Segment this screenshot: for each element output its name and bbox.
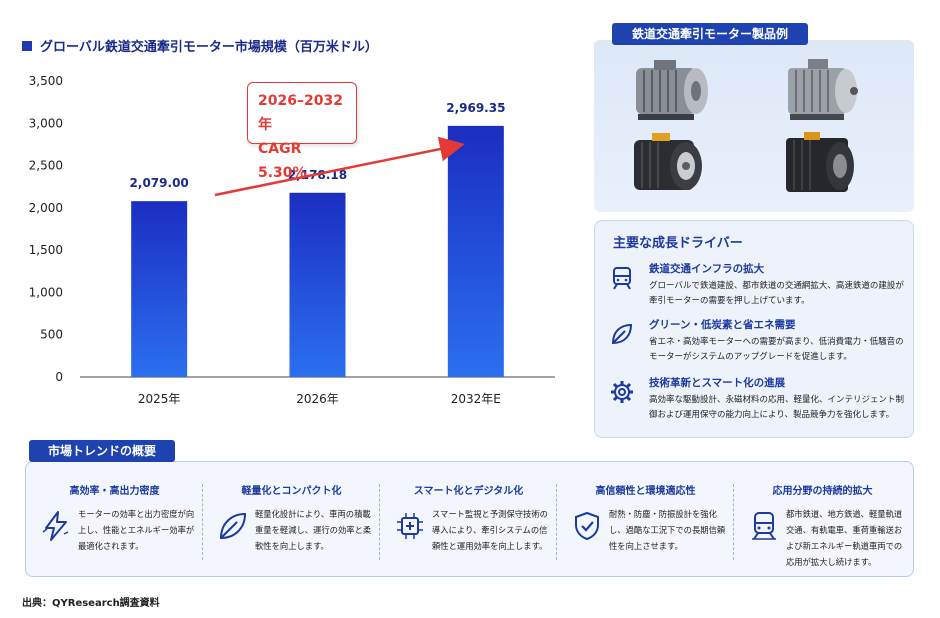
motor-silver-image-2 xyxy=(788,59,858,120)
x-tick-label: 2026年 xyxy=(296,392,339,406)
driver-heading: グリーン・低炭素と省エネ需要 xyxy=(649,319,796,331)
y-tick-label: 3,000 xyxy=(29,116,63,130)
y-tick-label: 2,500 xyxy=(29,159,63,173)
motor-silver-image-1 xyxy=(636,60,708,120)
market-trends-panel: 高効率・高出力密度 モーターの効率と出力密度が向上し、性能とエネルギー効率が最適… xyxy=(25,461,914,577)
x-axis: 2025年 2026年 2032年E xyxy=(138,392,501,406)
product-image-panel xyxy=(594,40,914,212)
trend-heading: 応用分野の持続的拡大 xyxy=(772,486,873,497)
bar xyxy=(289,192,346,377)
y-tick-label: 500 xyxy=(40,328,63,342)
trend-item-applications: 応用分野の持続的拡大 都市鉄道、地方鉄道、軽量軌道交通、有軌電車、重荷重輸送およ… xyxy=(734,462,911,578)
bar xyxy=(131,201,188,377)
trend-divider xyxy=(556,484,557,560)
driver-description: 省エネ・高効率モーターへの需要が高まり、低消費電力・低騒音のモーターがシステムの… xyxy=(649,337,904,362)
trend-item-lightweight: 軽量化とコンパクト化 軽量化設計により、車両の積載重量を軽減し、運行の効率と柔軟… xyxy=(203,462,380,578)
driver-description: 高効率な駆動設計、永磁材料の応用、軽量化、インテリジェント制御および運用保守の能… xyxy=(649,395,905,420)
trend-heading: スマート化とデジタル化 xyxy=(413,486,524,497)
trend-description: 耐熱・防塵・防振設計を強化し、過酷な工況下での長期信頼性を向上させます。 xyxy=(609,509,726,551)
trend-item-efficiency: 高効率・高出力密度 モーターの効率と出力密度が向上し、性能とエネルギー効率が最適… xyxy=(26,462,203,578)
chart-title-text: グローバル鉄道交通牽引モーター市場規模（百万米ドル） xyxy=(40,40,378,55)
cagr-arrow xyxy=(214,136,465,197)
motor-dark-image-1 xyxy=(634,133,702,190)
bar-chart: 0 500 1,000 1,500 2,000 2,500 3,000 3,500 2,079… xyxy=(29,74,555,406)
lightning-icon xyxy=(42,511,69,541)
driver-heading: 鉄道交通インフラの拡大 xyxy=(649,263,765,275)
bar-value-label: 2,969.35 xyxy=(446,101,505,115)
trend-description: 軽量化設計により、車両の積載重量を軽減し、運行の効率と柔軟性を向上します。 xyxy=(255,509,372,551)
driver-heading: 技術革新とスマート化の進展 xyxy=(649,377,786,389)
leaf-icon xyxy=(611,323,633,345)
title-marker xyxy=(22,40,32,51)
trend-description: スマート監視と予測保守技術の導入により、牽引システムの信頼性と運用効率を向上しま… xyxy=(432,509,548,551)
trend-heading: 高信頼性と環境適応性 xyxy=(595,486,696,497)
trend-heading: 軽量化とコンパクト化 xyxy=(241,486,342,497)
bar xyxy=(447,125,504,377)
trend-divider xyxy=(379,484,380,560)
trend-item-smart: スマート化とデジタル化 スマート監視と予測保守技術の導入により、牽引システムの信… xyxy=(380,462,557,578)
y-tick-label: 3,500 xyxy=(29,74,63,88)
growth-drivers-panel: 主要な成長ドライバー 鉄道交通インフラの拡大 グローバルで鉄道建設、都市鉄道の交… xyxy=(594,220,914,438)
chip-icon xyxy=(397,513,423,539)
chart-title: グローバル鉄道交通牽引モーター市場規模（百万米ドル） xyxy=(22,36,378,55)
cagr-value: CAGR 5.30% xyxy=(258,141,307,181)
cagr-callout: 2026–2032年 CAGR 5.30% xyxy=(247,82,357,181)
driver-description: グローバルで鉄道建設、都市鉄道の交通網拡大、高速鉄道の建設が牽引モーターの需要を… xyxy=(649,281,904,306)
y-tick-label: 1,500 xyxy=(29,243,63,257)
trend-divider xyxy=(202,484,203,560)
gear-icon xyxy=(611,381,633,403)
product-section-title: 鉄道交通牽引モーター製品例 xyxy=(612,23,808,45)
train-icon xyxy=(613,267,631,290)
trend-divider xyxy=(733,484,734,560)
train-icon xyxy=(752,512,776,540)
y-tick-label: 0 xyxy=(55,370,63,384)
x-tick-label: 2032年E xyxy=(451,392,501,406)
motor-dark-image-2 xyxy=(786,132,854,192)
cagr-period: 2026–2032年 xyxy=(258,93,343,133)
trend-item-reliability: 高信頼性と環境適応性 耐熱・防塵・防振設計を強化し、過酷な工況下での長期信頼性を… xyxy=(557,462,734,578)
y-tick-label: 1,000 xyxy=(29,285,63,299)
drivers-title: 主要な成長ドライバー xyxy=(613,236,743,251)
source-note: 出典：QYResearch調査資料 xyxy=(22,598,160,609)
trends-section-title: 市場トレンドの概要 xyxy=(29,440,175,462)
trend-description: 都市鉄道、地方鉄道、軽量軌道交通、有軌電車、重荷重輸送および新エネルギー軌道車両… xyxy=(786,509,903,567)
leaf-icon xyxy=(219,512,247,540)
y-tick-label: 2,000 xyxy=(29,201,63,215)
trend-heading: 高効率・高出力密度 xyxy=(69,486,160,497)
bar-value-label: 2,079.00 xyxy=(130,176,189,190)
x-tick-label: 2025年 xyxy=(138,392,181,406)
shield-check-icon xyxy=(575,511,599,541)
trend-description: モーターの効率と出力密度が向上し、性能とエネルギー効率が最適化されます。 xyxy=(78,509,195,551)
bars xyxy=(131,125,504,377)
